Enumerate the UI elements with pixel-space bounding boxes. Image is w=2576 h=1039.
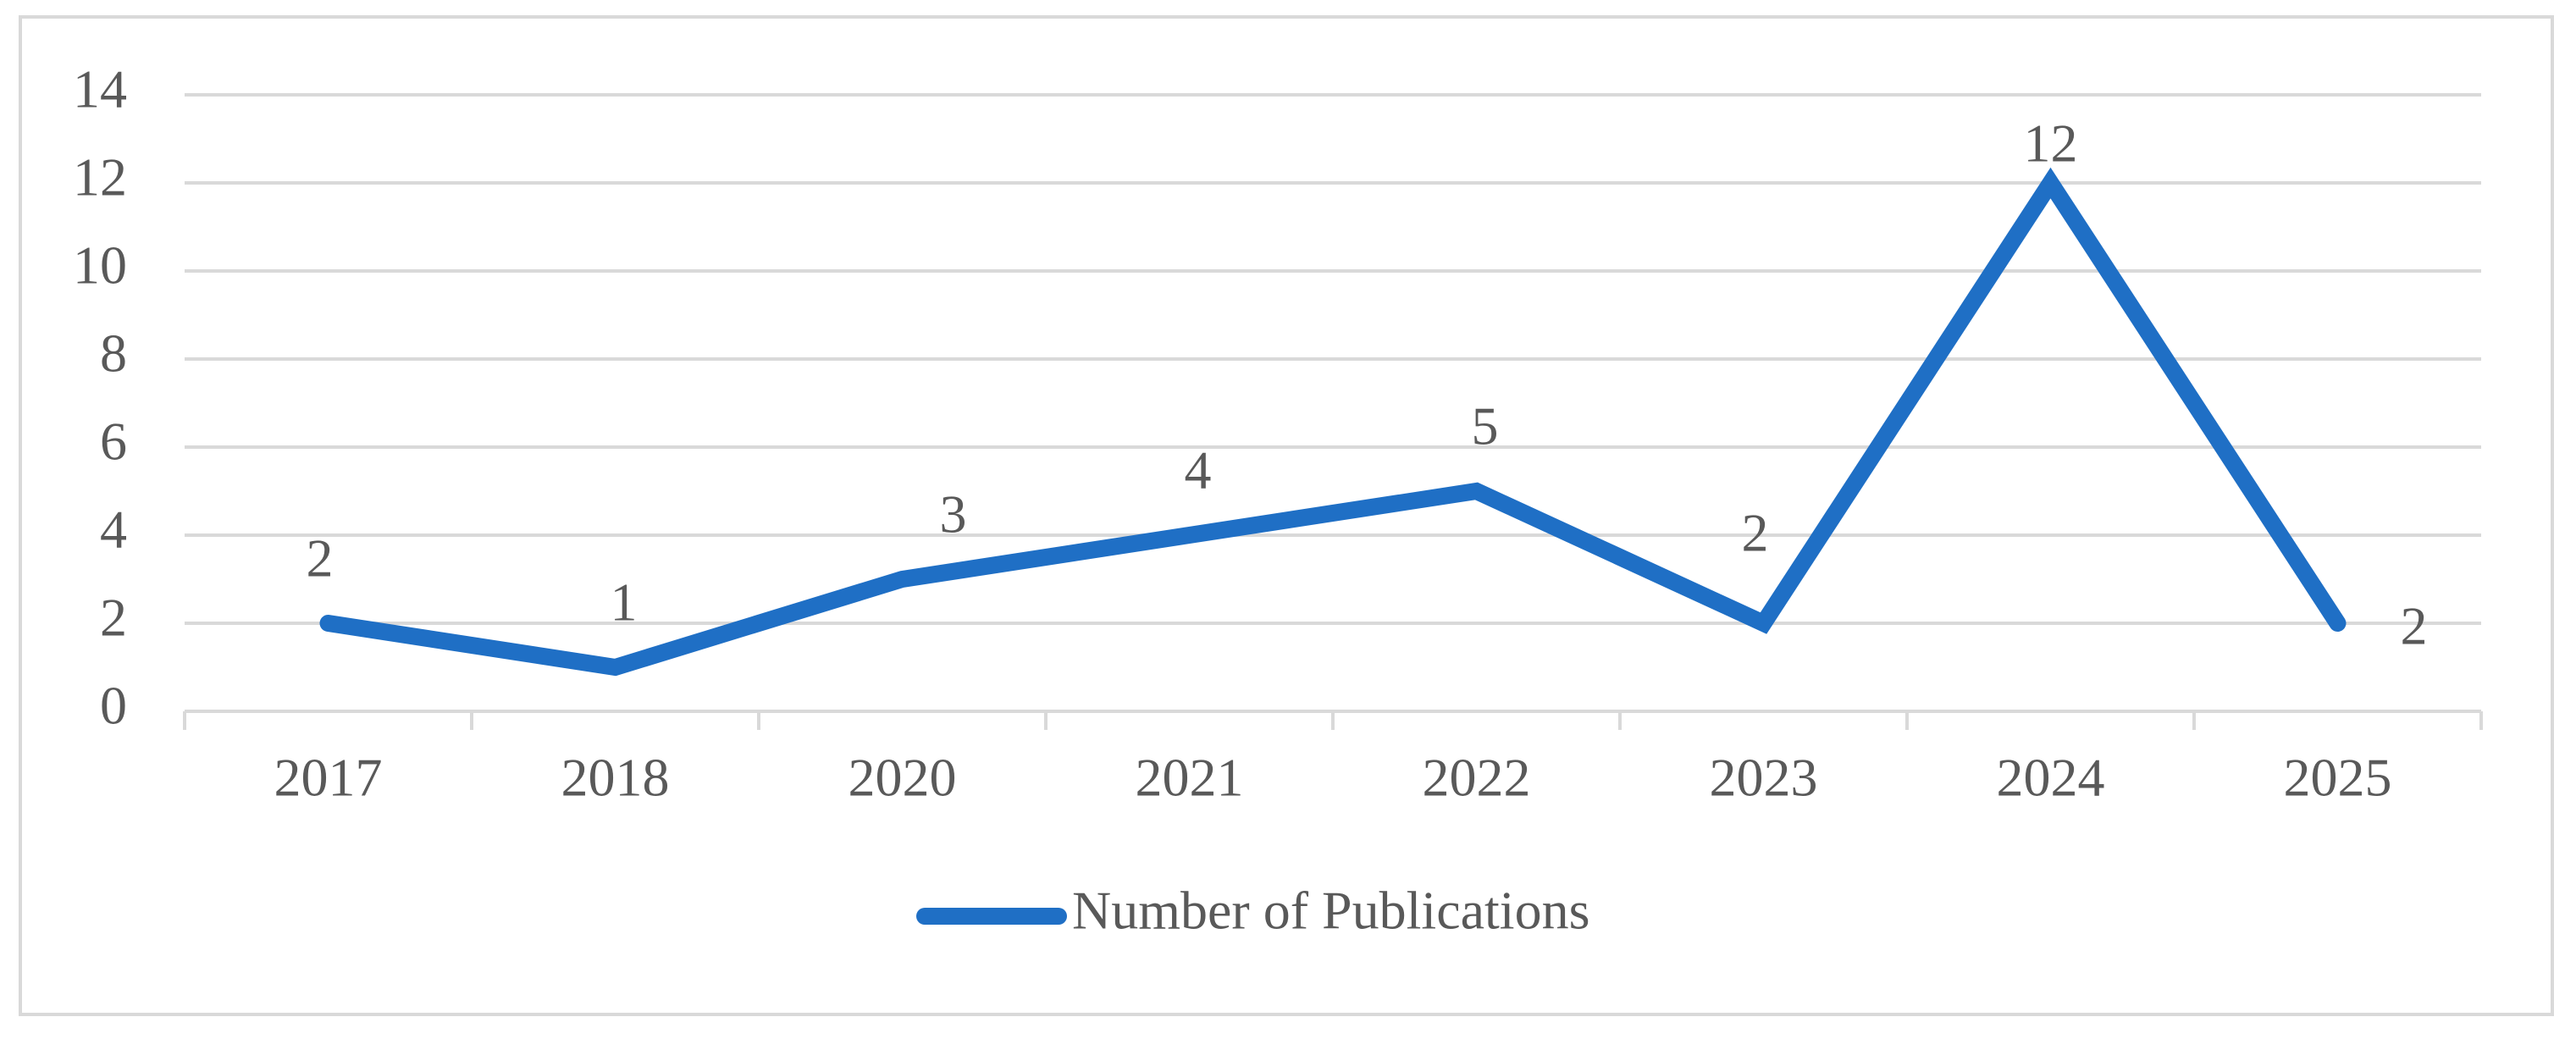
x-tick-label-2022: 2022: [1423, 748, 1531, 808]
y-tick-label-12: 12: [73, 147, 127, 207]
x-tick-label-2025: 2025: [2284, 748, 2392, 808]
data-label-2025: 2: [2401, 596, 2428, 656]
data-label-2022: 5: [1472, 396, 1499, 456]
x-tick-label-2018: 2018: [561, 748, 670, 808]
x-axis-tick-labels: 2017 2018 2020 2021 2022 2023 2024 2025: [274, 748, 2392, 808]
data-label-2020: 3: [940, 484, 967, 544]
data-label-2018: 1: [611, 572, 638, 633]
x-axis: [183, 710, 2483, 730]
y-tick-label-0: 0: [100, 676, 127, 736]
y-tick-label-2: 2: [100, 588, 127, 648]
gridlines: [185, 93, 2481, 625]
y-tick-label-4: 4: [100, 500, 127, 560]
data-label-2021: 4: [1185, 440, 1212, 500]
x-tick-label-2017: 2017: [274, 748, 383, 808]
y-tick-label-10: 10: [73, 235, 127, 296]
x-tick-label-2020: 2020: [849, 748, 957, 808]
series-layer: [319, 167, 2347, 677]
x-tick-label-2021: 2021: [1136, 748, 1244, 808]
y-axis-tick-labels: 0 2 4 6 8 10 12 14: [73, 59, 127, 736]
data-label-2017: 2: [307, 528, 334, 589]
data-label-2023: 2: [1742, 503, 1769, 563]
y-tick-label-8: 8: [100, 323, 127, 384]
data-labels: 2 1 3 4 5 2 12 2: [307, 113, 2428, 656]
legend-label-number-of-publications: Number of Publications: [1072, 881, 1589, 941]
x-tick-label-2023: 2023: [1710, 748, 1818, 808]
y-tick-label-14: 14: [73, 59, 127, 119]
legend[interactable]: Number of Publications: [916, 881, 1589, 941]
data-label-2024: 12: [2024, 113, 2078, 174]
series-line-number-of-publications: [319, 167, 2347, 677]
y-tick-label-6: 6: [100, 412, 127, 472]
x-tick-label-2024: 2024: [1997, 748, 2105, 808]
